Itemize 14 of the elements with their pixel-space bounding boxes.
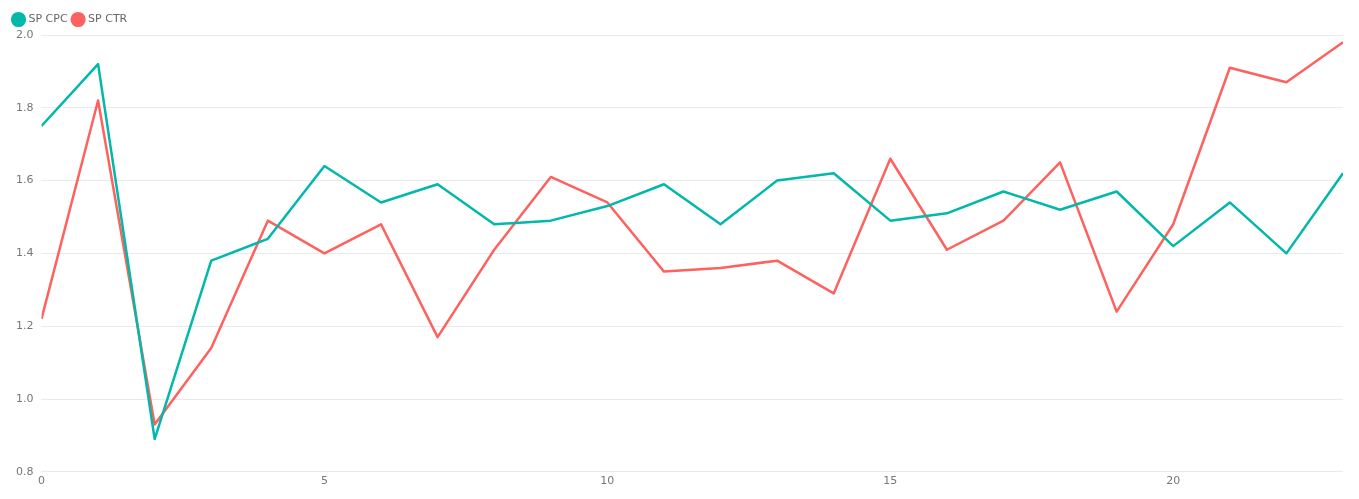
y-tick-label: 1.2 — [15, 319, 34, 333]
y-tick-label: 1.8 — [15, 100, 34, 114]
x-tick-label: 10 — [600, 474, 615, 488]
legend-label: SP CTR — [88, 12, 128, 26]
x-tick-label: 15 — [883, 474, 898, 488]
x-tick-label: 20 — [1166, 474, 1181, 488]
x-tick-label: 0 — [37, 474, 45, 488]
legend-label: SP CPC — [28, 12, 68, 26]
y-tick-label: 2.0 — [15, 27, 34, 41]
y-tick-label: 0.8 — [15, 464, 34, 478]
x-tick-label: 5 — [320, 474, 328, 488]
y-tick-label: 1.0 — [15, 391, 34, 405]
y-tick-label: 1.6 — [15, 173, 34, 187]
y-tick-label: 1.4 — [15, 246, 34, 260]
